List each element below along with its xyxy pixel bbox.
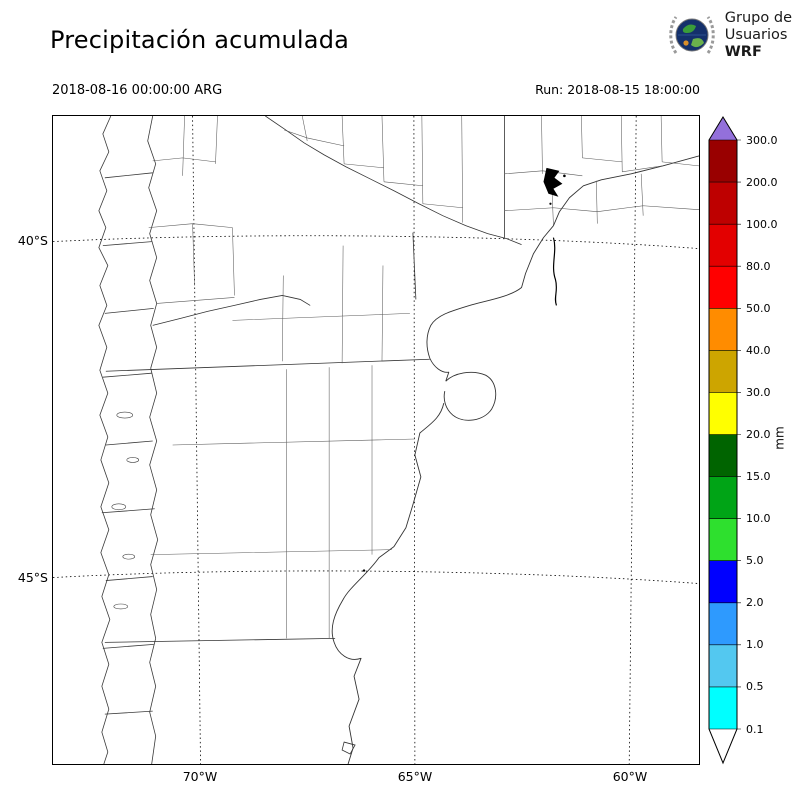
province-borders bbox=[104, 115, 522, 643]
colorbar-tick-label: 2.0 bbox=[746, 596, 764, 610]
colorbar-segment bbox=[709, 350, 737, 393]
gridline-lon-60w bbox=[628, 115, 637, 765]
colorbar-outline bbox=[708, 116, 738, 765]
colorbar-tick-label: 1.0 bbox=[746, 638, 764, 652]
colorbar-tick-label: 30.0 bbox=[746, 385, 771, 399]
colorbar-segment bbox=[709, 686, 737, 729]
colorbar-tick-label: 0.5 bbox=[746, 680, 764, 694]
colorbar-tick-label: 15.0 bbox=[746, 470, 771, 484]
colorbar-tick-label: 80.0 bbox=[746, 259, 771, 273]
gridline-lon-65w bbox=[413, 115, 416, 765]
colorbar-segment-over bbox=[709, 117, 737, 140]
colorbar-tick-label: 300.0 bbox=[746, 133, 778, 147]
colorbar: 300.0 200.0 100.0 80.0 50.0 40.0 30.0 20.0 15.0 1… bbox=[708, 115, 800, 775]
lon-tick-65w: 65°W bbox=[397, 769, 433, 784]
andes-borders bbox=[98, 115, 159, 765]
department-borders bbox=[148, 115, 700, 639]
colorbar-tick-label: 10.0 bbox=[746, 512, 771, 526]
colorbar-tick-label: 0.1 bbox=[746, 722, 764, 736]
page-title: Precipitación acumulada bbox=[50, 26, 350, 54]
lon-tick-60w: 60°W bbox=[612, 769, 648, 784]
water-features bbox=[341, 167, 566, 755]
logo-line-2: Usuarios bbox=[724, 26, 788, 43]
globe-icon bbox=[669, 16, 715, 54]
colorbar-segment bbox=[709, 224, 737, 267]
colorbar-segment bbox=[709, 308, 737, 351]
valid-time-label: 2018-08-16 00:00:00 ARG bbox=[52, 83, 223, 98]
colorbar-segment bbox=[709, 602, 737, 645]
gridline-lat-45s bbox=[52, 570, 700, 584]
logo-line-1: Grupo de bbox=[724, 9, 792, 26]
colorbar-swatches bbox=[708, 116, 741, 765]
colorbar-segment bbox=[709, 434, 737, 477]
logo-line-3: WRF bbox=[724, 43, 762, 60]
colorbar-tick-label: 200.0 bbox=[746, 175, 778, 189]
gridline-lon-70w bbox=[192, 115, 201, 765]
colorbar-tick-label: 5.0 bbox=[746, 554, 764, 568]
logo-text: Grupo de Usuarios WRF bbox=[725, 10, 792, 61]
colorbar-segment bbox=[709, 476, 737, 519]
lat-tick-45s: 45°S bbox=[17, 570, 48, 585]
colorbar-segment bbox=[709, 392, 737, 435]
colorbar-tick-label: 100.0 bbox=[746, 217, 778, 231]
lat-tick-40s: 40°S bbox=[17, 233, 48, 248]
colorbar-segment bbox=[709, 560, 737, 603]
lon-tick-70w: 70°W bbox=[182, 769, 218, 784]
map-panel bbox=[52, 115, 700, 765]
colorbar-segment-under bbox=[709, 729, 737, 763]
andes-lakes bbox=[111, 411, 140, 610]
colorbar-segment bbox=[709, 266, 737, 309]
colorbar-tick-label: 40.0 bbox=[746, 343, 771, 357]
gridline-lat-40s bbox=[52, 235, 700, 249]
colorbar-segment bbox=[709, 182, 737, 225]
map-canvas bbox=[52, 115, 700, 765]
colorbar-segment bbox=[709, 644, 737, 687]
subheader: 2018-08-16 00:00:00 ARG Run: 2018-08-15 … bbox=[52, 82, 700, 98]
coastline bbox=[331, 155, 700, 765]
colorbar-tick-label: 20.0 bbox=[746, 428, 771, 441]
colorbar-segment bbox=[709, 140, 737, 183]
wrf-logo: Grupo de Usuarios WRF bbox=[665, 8, 792, 62]
colorbar-tick-label: 50.0 bbox=[746, 301, 771, 315]
run-time-label: Run: 2018-08-15 18:00:00 bbox=[535, 82, 700, 97]
colorbar-unit-label: mm bbox=[772, 426, 787, 450]
colorbar-segment bbox=[709, 518, 737, 561]
